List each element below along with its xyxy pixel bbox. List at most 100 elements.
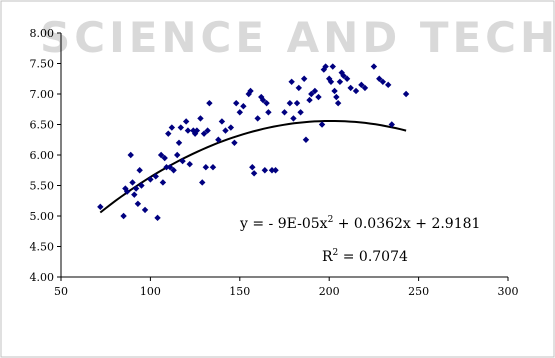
data-point	[199, 179, 206, 186]
x-tick-label: 150	[229, 285, 250, 298]
y-tick-label: 4.00	[30, 271, 55, 284]
trendline-group	[99, 120, 407, 214]
data-point	[132, 185, 140, 192]
trend-equation: y = - 9E-05x2 + 0.0362x + 2.9181	[239, 215, 480, 232]
y-tick-label: 7.00	[30, 88, 55, 101]
data-point	[227, 124, 235, 131]
data-point	[170, 167, 177, 174]
data-point	[231, 139, 238, 146]
data-point	[300, 75, 308, 82]
data-point	[147, 176, 154, 183]
y-tick-label: 8.00	[30, 27, 55, 40]
data-point	[370, 63, 378, 70]
data-point	[249, 164, 256, 171]
data-point	[358, 81, 365, 89]
data-point	[379, 78, 387, 85]
data-point	[297, 109, 304, 116]
data-point	[177, 124, 184, 131]
data-point	[209, 164, 217, 171]
data-point	[352, 87, 360, 95]
data-point	[281, 109, 288, 116]
y-tick-label: 5.50	[30, 180, 55, 193]
data-point	[254, 115, 261, 122]
data-point	[331, 87, 338, 95]
x-tick-label: 100	[140, 285, 161, 298]
data-point	[120, 212, 127, 220]
data-point	[247, 87, 254, 95]
data-point	[206, 99, 213, 107]
r-squared-label: R2 = 0.7074	[322, 248, 408, 265]
tick-labels-group: 4.00 4.50 5.00 5.50 6.00 6.50 7.00 7.50 8.00 50 10…	[30, 27, 519, 298]
data-point	[168, 124, 176, 131]
y-tick-label: 7.50	[30, 58, 55, 71]
data-point	[152, 173, 159, 180]
data-point	[166, 164, 174, 171]
data-point	[286, 99, 294, 107]
data-point	[157, 151, 165, 159]
data-point	[179, 157, 186, 165]
data-point	[197, 115, 204, 122]
data-points-group	[97, 63, 410, 222]
data-point	[215, 136, 222, 143]
data-point	[134, 200, 142, 207]
data-point	[385, 81, 392, 89]
data-point	[311, 87, 319, 95]
x-tick-label: 200	[319, 285, 340, 298]
x-tick-label: 50	[54, 285, 68, 298]
data-point	[184, 127, 192, 134]
data-point	[123, 188, 131, 195]
data-point	[402, 90, 410, 98]
data-point	[250, 170, 258, 177]
data-point	[154, 214, 161, 222]
data-point	[175, 139, 183, 146]
data-point	[288, 78, 295, 85]
data-point	[388, 121, 395, 128]
data-point	[165, 130, 172, 137]
data-point	[193, 127, 201, 134]
data-point	[163, 164, 170, 171]
data-point	[131, 191, 138, 198]
data-point	[293, 99, 301, 107]
data-point	[265, 109, 272, 116]
data-point	[333, 93, 340, 101]
data-point	[268, 167, 276, 174]
x-tick-label: 300	[498, 285, 519, 298]
data-point	[336, 78, 344, 85]
data-point	[322, 63, 329, 70]
data-point	[272, 167, 279, 174]
data-point	[308, 90, 315, 98]
y-tick-label: 5.00	[30, 210, 55, 223]
data-point	[136, 167, 143, 174]
data-point	[138, 182, 145, 189]
data-point	[315, 93, 322, 101]
trendline-curve	[99, 120, 407, 214]
data-point	[334, 99, 342, 107]
y-tick-label: 6.50	[30, 119, 55, 132]
watermark-text: SCIENCE AND TECH	[40, 13, 555, 62]
data-point	[343, 75, 351, 82]
data-point	[347, 84, 354, 92]
y-tick-label: 6.00	[30, 149, 55, 162]
data-point	[329, 63, 336, 70]
data-point	[141, 206, 149, 214]
data-point	[302, 136, 310, 143]
data-point	[327, 78, 335, 85]
data-point	[261, 167, 269, 174]
data-point	[200, 130, 208, 137]
data-point	[295, 84, 303, 92]
data-point	[318, 121, 326, 128]
data-point	[159, 179, 167, 186]
data-point	[182, 118, 190, 125]
data-point	[233, 99, 240, 107]
data-point	[340, 72, 347, 79]
equation-annotation: y = - 9E-05x2 + 0.0362x + 2.9181 R2 = 0.…	[239, 215, 480, 265]
data-point	[290, 115, 297, 122]
data-point	[236, 109, 243, 116]
y-tick-label: 4.50	[30, 241, 55, 254]
data-point	[202, 164, 210, 171]
data-point	[161, 154, 168, 162]
data-point	[259, 96, 267, 104]
data-point	[97, 203, 104, 211]
